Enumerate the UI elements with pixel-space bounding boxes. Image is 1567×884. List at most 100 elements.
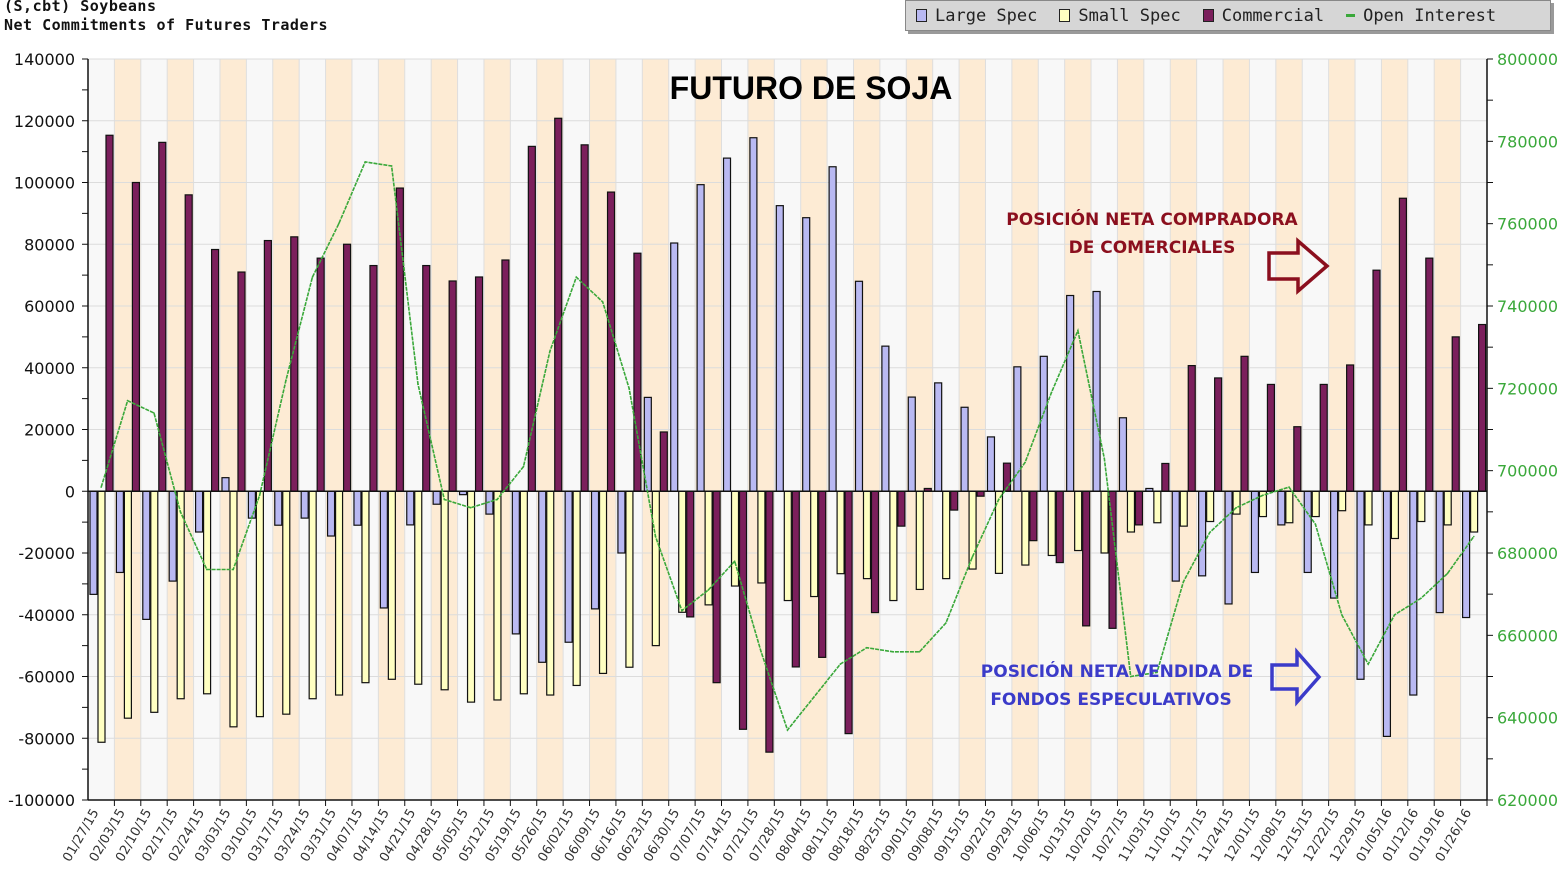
open-interest-point: [1156, 671, 1158, 674]
bar-large-spec: [432, 490, 441, 505]
bar-commercial: [818, 490, 827, 658]
bar-commercial: [1266, 383, 1276, 492]
bar-large-spec: [828, 166, 837, 492]
right-axis-tick-label: 660000: [1497, 626, 1558, 645]
open-interest-point: [1314, 523, 1317, 525]
bar-large-spec: [538, 490, 547, 663]
bar-small-spec: [229, 490, 238, 728]
bar-large-spec: [1435, 490, 1444, 614]
bar-large-spec: [168, 490, 177, 582]
bar-large-spec: [960, 406, 969, 492]
bar-large-spec: [1092, 290, 1101, 492]
gridlines: [87, 58, 1487, 801]
bar-commercial: [501, 259, 510, 492]
left-axis-tick-label: 120000: [14, 112, 75, 131]
open-interest-point: [1024, 461, 1026, 464]
annotation-title: FUTURO DE SOJA: [670, 70, 953, 106]
bar-commercial: [554, 117, 563, 492]
bar-commercial: [210, 248, 220, 492]
bar-small-spec: [440, 490, 449, 691]
bar-small-spec: [519, 490, 528, 695]
bar-small-spec: [1311, 490, 1320, 518]
bar-large-spec: [749, 137, 758, 492]
bar-small-spec: [783, 490, 792, 602]
open-interest-point: [417, 383, 419, 386]
bar-small-spec: [493, 490, 502, 701]
annotations: FUTURO DE SOJA POSICIÓN NETA COMPRADORA …: [670, 70, 1330, 710]
open-interest-point: [100, 486, 102, 488]
bar-large-spec: [590, 490, 600, 610]
bar-commercial: [1082, 490, 1091, 627]
bar-large-spec: [89, 490, 98, 595]
bar-commercial: [1161, 462, 1170, 492]
open-interest-point: [1103, 457, 1106, 460]
bar-small-spec: [942, 490, 951, 580]
bar-large-spec: [1250, 490, 1260, 574]
bar-commercial: [1029, 490, 1038, 542]
bar-commercial: [844, 490, 853, 735]
bar-large-spec: [300, 490, 309, 519]
bar-small-spec: [414, 490, 423, 685]
bar-commercial: [290, 236, 299, 492]
bar-commercial: [1478, 323, 1487, 492]
bar-small-spec: [1100, 490, 1109, 554]
bar-small-spec: [1390, 490, 1400, 540]
chart-title: Net Commitments of Futures Traders: [4, 16, 329, 34]
left-axis-tick-label: 40000: [24, 359, 75, 378]
bar-large-spec: [722, 157, 732, 492]
bar-commercial: [870, 490, 880, 614]
open-interest-point: [1261, 494, 1264, 497]
legend-swatch-small-spec: [1059, 9, 1071, 22]
right-axis-tick-label: 740000: [1497, 297, 1558, 316]
legend-swatch-large-spec: [916, 9, 927, 22]
bar-large-spec: [1409, 490, 1418, 696]
left-axis-tick-label: 100000: [14, 174, 75, 193]
bar-small-spec: [334, 490, 344, 696]
bar-large-spec: [775, 205, 784, 492]
bar-large-spec: [353, 490, 362, 526]
bar-large-spec: [326, 490, 336, 537]
open-interest-point: [813, 696, 815, 698]
open-interest-point: [232, 568, 234, 571]
bar-small-spec: [598, 490, 608, 675]
bar-large-spec: [115, 490, 124, 574]
open-interest-point: [522, 465, 525, 468]
bar-large-spec: [1171, 490, 1180, 582]
open-interest-point: [786, 729, 789, 731]
bar-small-spec: [1470, 490, 1479, 533]
bar-commercial: [1187, 364, 1196, 492]
open-interest-point: [1420, 597, 1422, 600]
legend-item-open-interest: Open Interest: [1346, 6, 1496, 26]
bar-large-spec: [881, 345, 890, 492]
open-interest-point: [153, 412, 155, 414]
bar-small-spec: [466, 490, 476, 703]
bar-large-spec: [1224, 490, 1233, 605]
bar-large-spec: [1303, 490, 1312, 574]
arrow-right-icon: [1267, 237, 1330, 295]
left-axis-tick-label: -80000: [18, 729, 75, 748]
bar-large-spec: [379, 490, 388, 609]
left-axis-tick-label: -40000: [18, 606, 75, 625]
bar-commercial: [606, 191, 616, 492]
bar-small-spec: [546, 490, 555, 696]
bar-small-spec: [282, 490, 291, 715]
bar-small-spec: [625, 490, 634, 668]
bar-small-spec: [255, 490, 264, 718]
bar-small-spec: [387, 490, 396, 680]
bar-small-spec: [1338, 490, 1347, 512]
bar-large-spec: [194, 490, 204, 533]
open-interest-point: [1209, 531, 1211, 534]
open-interest-point: [971, 556, 974, 558]
legend-label: Commercial: [1221, 5, 1325, 26]
right-axis-tick-label: 680000: [1497, 544, 1558, 563]
bar-commercial: [448, 280, 457, 492]
bar-commercial: [1293, 426, 1302, 492]
right-axis-tick-label: 780000: [1497, 132, 1558, 151]
bar-large-spec: [1462, 490, 1471, 619]
bar-commercial: [158, 141, 167, 492]
open-interest-point: [1288, 486, 1290, 488]
bar-large-spec: [802, 217, 811, 492]
left-axis-tick-label: 60000: [24, 297, 75, 316]
open-interest-point: [997, 498, 1000, 501]
